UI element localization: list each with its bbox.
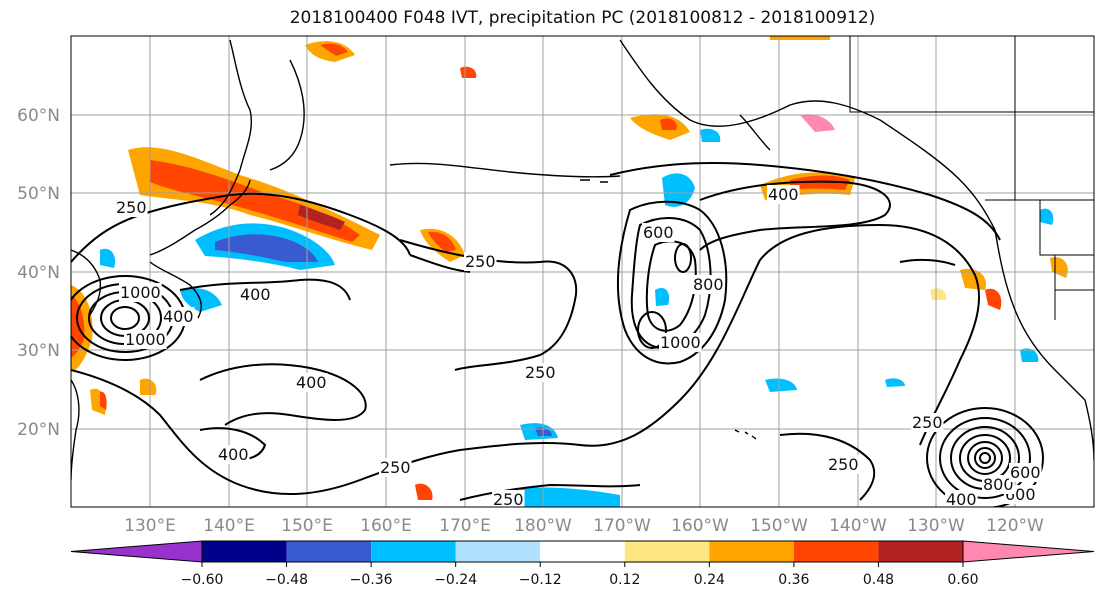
lon-label: 170°E [439,516,491,536]
colorbar-segment [540,541,625,562]
colorbar-segment [793,541,879,562]
contour-label-halo [767,185,800,204]
contour-label: 800 [693,275,724,294]
contour-label-halo [124,330,167,349]
contour-label-halo [492,490,525,509]
boundaries [849,36,1094,320]
lat-label: 30°N [17,341,60,361]
colorbar-tick-label: −0.48 [265,572,308,588]
colorbar-tick-label: −0.36 [350,572,393,588]
lon-label: 130°E [124,516,176,536]
lon-label: 150°W [750,516,808,536]
contour-label-halo [827,455,860,474]
latitude-labels: 60°N 50°N 40°N 30°N 20°N [17,106,60,440]
contour-label-halo [642,223,675,242]
colorbar-frame [201,540,964,563]
contour-label: 250 [525,363,556,382]
contour-label: 1000 [120,283,161,302]
lon-label: 140°W [829,516,887,536]
lon-label: 160°E [360,516,412,536]
contour-label-halo [115,198,148,217]
colorbar-extend-high [962,540,1095,563]
contour-label: 400 [768,185,799,204]
contour-label: 600 [1010,463,1041,482]
longitude-labels: 130°E 140°E 150°E 160°E 170°E 180°W 170°… [124,516,1044,536]
lon-label: 160°W [671,516,729,536]
colorbar-tick-label: −0.60 [181,572,224,588]
contour-label: 250 [912,413,943,432]
contour-label: 250 [465,252,496,271]
contour-label-halo [217,445,250,464]
contour-label-halo [692,275,725,294]
contour-label-halo [659,333,702,352]
contour-label: 400 [946,490,977,509]
lat-label: 20°N [17,420,60,440]
contour-label-halo [524,363,557,382]
lat-label: 60°N [17,106,60,126]
contour-label: 250 [380,458,411,477]
contour-label: 400 [163,307,194,326]
contour-label-halo [162,307,195,326]
colorbar-extend-low [70,540,203,563]
colorbar-tick-label: −0.24 [434,572,477,588]
contour-label-halo [119,283,162,302]
colorbar-segment [878,541,963,562]
colorbar-segment [286,541,372,562]
lat-label: 40°N [17,263,60,283]
contour-label: 250 [116,198,147,217]
lon-label: 150°E [281,516,333,536]
colorbar [70,540,1095,563]
colorbar-tick-label: 0.60 [947,572,978,588]
colorbar-segment [202,541,287,562]
colorbar-segment [455,541,541,562]
contour-label-halo [295,373,328,392]
colorbar-segment [624,541,710,562]
lon-label: 120°W [986,516,1044,536]
colorbar-ticks: −0.60 −0.48 −0.36 −0.24 −0.12 0.12 0.24 0.36 0.4… [181,562,979,588]
contour-label: 400 [296,373,327,392]
colorbar-tick-label: 0.24 [694,572,725,588]
colorbar-tick-label: 0.48 [863,572,894,588]
colorbar-segment [709,541,794,562]
contour-label: 1000 [125,330,166,349]
map-title: 2018100400 F048 IVT, precipitation PC (2… [289,8,876,28]
contour-label-halo [379,458,412,477]
lon-label: 130°W [907,516,965,536]
lon-label: 170°W [593,516,651,536]
contour-label-halo [1009,463,1042,482]
lat-label: 50°N [17,184,60,204]
contour-label: 400 [218,445,249,464]
colorbar-segment [371,541,456,562]
contour-label-halo [239,285,272,304]
colorbar-tick-label: −0.12 [519,572,562,588]
contour-label: 250 [828,455,859,474]
contour-label-halo [982,475,1015,494]
colorbar-tick-label: 0.12 [609,572,640,588]
contour-label-halo [911,413,944,432]
colorbar-tick-label: 0.36 [778,572,809,588]
contour-label: 800 [983,475,1014,494]
lon-label: 180°W [514,516,572,536]
contour-label: 1000 [660,333,701,352]
contour-label: 250 [493,490,524,509]
map-frame [70,35,1095,508]
contour-labels: 250 250 250 250 250 250 250 400 400 400 … [115,185,1042,509]
contour-label-halo [945,490,978,509]
contour-label: 600 [643,223,674,242]
contour-label: 400 [240,285,271,304]
lon-label: 140°E [203,516,255,536]
contour-label-halo [464,252,497,271]
